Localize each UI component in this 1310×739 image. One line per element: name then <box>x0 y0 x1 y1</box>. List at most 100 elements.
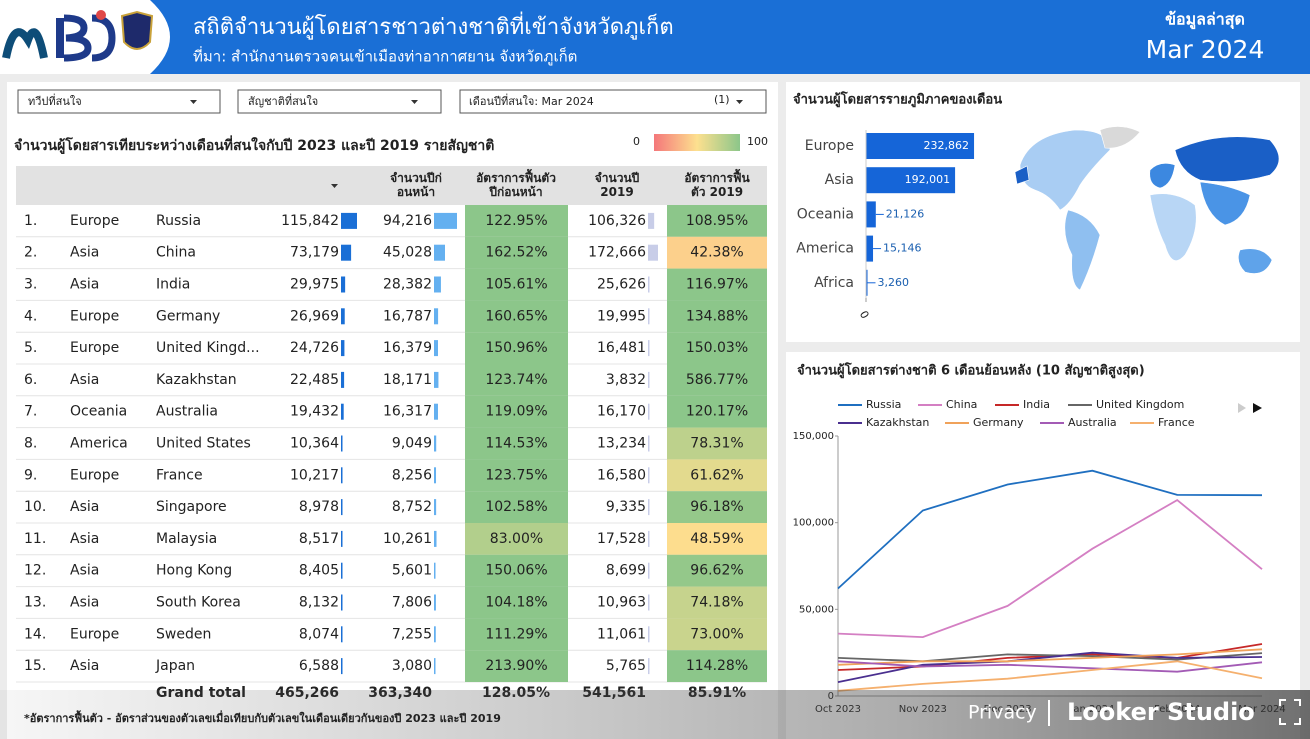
scale-gradient <box>654 134 740 151</box>
row-rank: 4. <box>24 308 37 324</box>
bar <box>866 235 874 262</box>
cell-bar <box>434 435 437 452</box>
heat-cell <box>667 364 767 396</box>
column-header: จำนวนปี 2019 <box>595 171 640 199</box>
table-title: จำนวนผู้โดยสารเทียบระหว่างเดือนที่สนใจกั… <box>14 135 494 154</box>
cell: 16,317 <box>383 404 432 420</box>
row-rank: 13. <box>24 595 46 611</box>
cell: 96.18% <box>690 499 743 515</box>
row-rank: 15. <box>24 658 46 674</box>
cell-bar <box>434 626 436 643</box>
y-tick-label: 100,000 <box>793 518 834 529</box>
page-subtitle: ที่มา: สำนักงานตรวจคนเข้าเมืองท่าอากาศยา… <box>193 46 577 66</box>
cell: 150.06% <box>485 563 547 579</box>
chart-title: จำนวนผู้โดยสารรายภูมิภาคของเดือน <box>793 91 1002 108</box>
cell: Hong Kong <box>156 563 232 579</box>
cell-bar <box>648 658 650 675</box>
cell: 16,481 <box>597 340 646 356</box>
cell: Europe <box>70 340 119 356</box>
column-header: จำนวนปีก่อนหน้า <box>390 171 442 199</box>
filter-nationality[interactable]: สัญชาติที่สนใจ <box>237 89 442 114</box>
cell: 8,517 <box>299 531 339 547</box>
value-label: 232,862 <box>924 139 970 152</box>
bar <box>866 167 956 194</box>
privacy-link[interactable]: Privacy <box>968 702 1037 724</box>
cell-bar <box>341 594 343 611</box>
brand-link[interactable]: Looker Studio <box>1067 698 1255 726</box>
cell: 83.00% <box>490 531 543 547</box>
heat-cell <box>465 586 568 619</box>
heat-cell <box>667 427 767 460</box>
cell: 119.09% <box>485 404 547 420</box>
cell: 123.74% <box>485 372 547 388</box>
cell: 19,995 <box>597 308 646 324</box>
latest-label: ข้อมูลล่าสุด <box>1165 10 1245 31</box>
row-rank: 9. <box>24 467 37 483</box>
y-tick-label: 50,000 <box>799 604 834 615</box>
cell: 73,179 <box>290 245 339 261</box>
cell: 17,528 <box>597 531 646 547</box>
cell: Asia <box>70 658 99 674</box>
cell: Oceania <box>70 404 127 420</box>
cell-bar <box>341 435 343 452</box>
row-rank: 11. <box>24 531 46 547</box>
cell-bar <box>341 499 343 516</box>
cell: 8,074 <box>299 626 339 642</box>
cell: 78.31% <box>690 436 743 452</box>
heat-cell <box>667 332 767 364</box>
sort-icon[interactable] <box>331 184 338 188</box>
row-rank: 6. <box>24 372 37 388</box>
cell: 8,699 <box>606 563 646 579</box>
heat-cell <box>465 554 568 587</box>
legend-label: Australia <box>1068 416 1117 429</box>
cell: 213.90% <box>485 658 547 674</box>
cell-bar <box>648 212 655 229</box>
cell: 96.62% <box>690 563 743 579</box>
filter-continent[interactable]: ทวีปที่สนใจ <box>17 89 221 114</box>
cell-bar <box>434 658 436 675</box>
cell-bar <box>434 371 439 388</box>
cell: 24,726 <box>290 340 339 356</box>
cell-bar <box>648 371 650 388</box>
cell-bar <box>434 244 445 261</box>
cell-bar <box>341 308 345 325</box>
cell-bar <box>434 467 437 484</box>
cell: 18,171 <box>383 372 432 388</box>
cell: Australia <box>156 404 218 420</box>
heat-cell <box>667 268 767 301</box>
cell: 102.58% <box>485 499 547 515</box>
heat-cell <box>667 650 767 682</box>
cell-bar <box>434 308 439 325</box>
cell: 10,963 <box>597 595 646 611</box>
cell: 10,364 <box>290 436 339 452</box>
column-header: อัตราการฟื้นตัวปีก่อนหน้า <box>476 168 556 199</box>
cell: 122.95% <box>485 213 547 229</box>
heat-cell <box>667 459 767 492</box>
filter-month[interactable]: เดือนปีที่สนใจ: Mar 2024 (1) <box>459 89 767 114</box>
cell: 8,978 <box>299 499 339 515</box>
cell: Asia <box>70 499 99 515</box>
legend-next[interactable] <box>1253 403 1262 413</box>
cell: Japan <box>155 658 195 674</box>
cell-bar <box>648 562 650 579</box>
legend-label: United Kingdom <box>1096 398 1184 411</box>
bar <box>866 201 876 228</box>
cell-bar <box>648 499 650 516</box>
fullscreen-icon[interactable] <box>1279 699 1301 725</box>
filter-label: สัญชาติที่สนใจ <box>248 93 318 108</box>
legend-prev[interactable] <box>1238 403 1246 413</box>
cell-bar <box>648 276 650 293</box>
cell: 8,752 <box>392 499 432 515</box>
row-rank: 10. <box>24 499 46 515</box>
y-tick-label: Oceania <box>797 206 854 222</box>
cell-bar <box>648 244 658 261</box>
cell: Europe <box>70 467 119 483</box>
cell: 29,975 <box>290 277 339 293</box>
cell: United States <box>156 436 251 452</box>
row-rank: 12. <box>24 563 46 579</box>
heat-cell <box>465 236 568 269</box>
legend-label: Russia <box>866 398 901 411</box>
cell: 7,806 <box>392 595 432 611</box>
cell-bar <box>341 371 345 388</box>
